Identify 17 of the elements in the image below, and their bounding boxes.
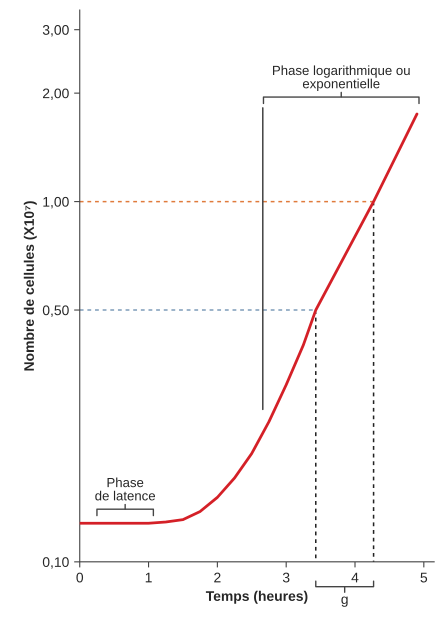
text: g <box>341 596 348 607</box>
line-series <box>80 112 418 525</box>
y-tick-label: 0,10 <box>42 557 69 569</box>
y-tick-label: 0,50 <box>42 305 69 317</box>
x-tick-label: 5 <box>420 572 428 582</box>
x-tick-label: 0 <box>76 572 84 582</box>
annotation: Phase de latence <box>95 478 156 500</box>
y-tick-label: 2,00 <box>42 88 69 100</box>
x-tick-label: 4 <box>351 572 358 582</box>
x-tick-label: 1 <box>146 572 152 582</box>
x-tick-label: 2 <box>214 572 221 582</box>
x-axis-title: Temps (heures) <box>206 590 308 604</box>
y-tick-label: 1,00 <box>43 196 69 208</box>
annotation: Phase logarithmique ou exponentielle <box>273 65 410 91</box>
y-axis-title: Nombre de cellules (X10⁷) <box>24 201 37 371</box>
x-tick-label: 3 <box>282 572 290 582</box>
y-tick-label: 3,00 <box>42 25 69 37</box>
